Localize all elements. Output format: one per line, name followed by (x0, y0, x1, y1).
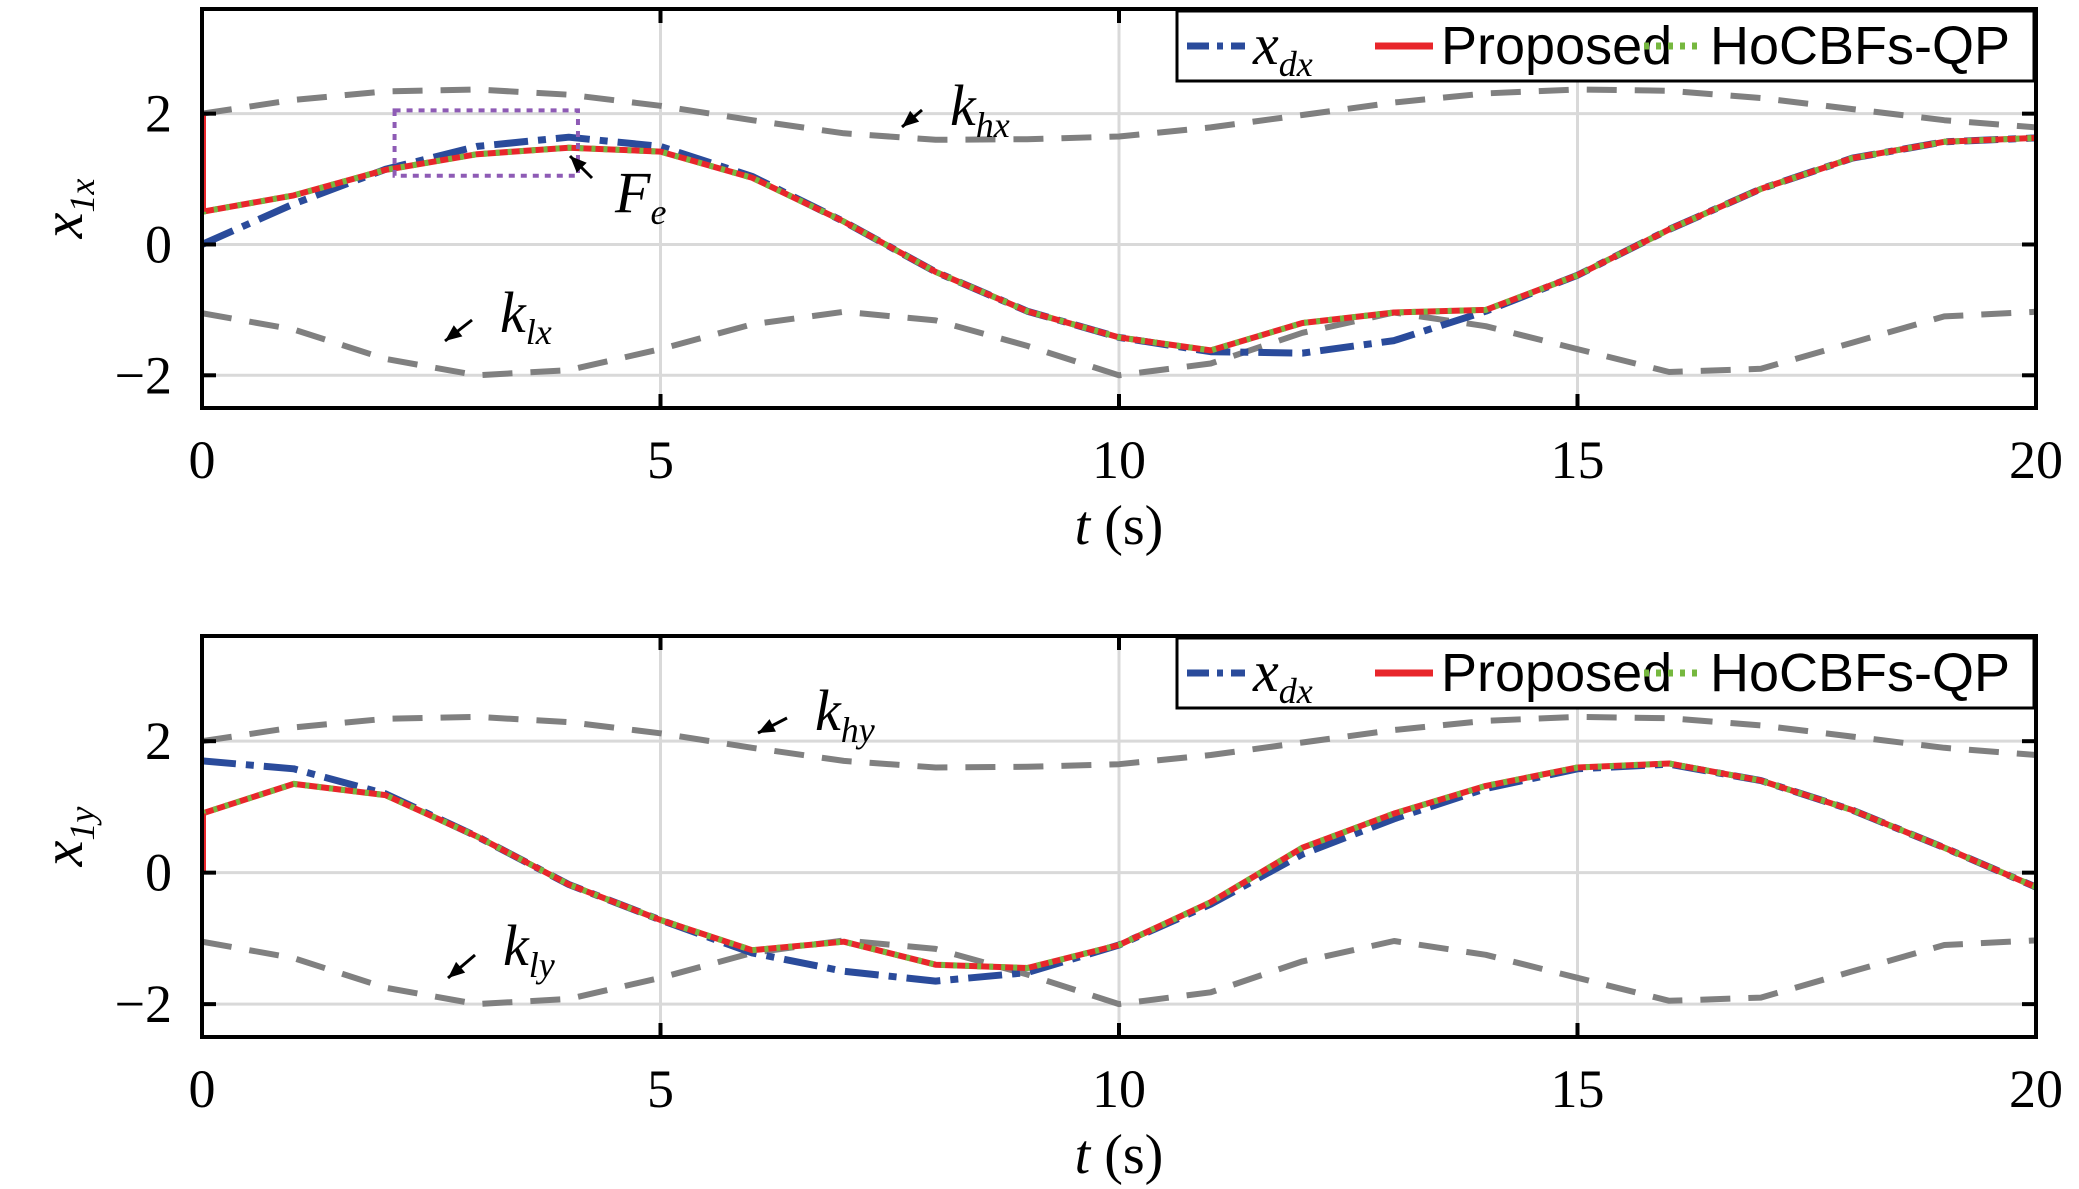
legend-label-2: Proposed (1441, 643, 1672, 703)
x-tick-label: 20 (2009, 430, 2063, 490)
annotation-arrowhead (445, 325, 463, 341)
x-tick-label: 10 (1092, 430, 1146, 490)
y-tick-label: 0 (145, 843, 172, 903)
series-kh-line (202, 86, 2036, 143)
annotation-Fe-sub: e (650, 192, 666, 232)
legend-box (1175, 9, 2036, 83)
y-tick-label: 2 (145, 711, 172, 771)
annotation-khy: khy (815, 678, 875, 750)
y-axis-label: x1y (30, 807, 102, 868)
annotation-kly: kly (503, 913, 555, 985)
x-tick-label: 15 (1551, 430, 1605, 490)
annotation-Fe-base: F (614, 160, 651, 225)
annotation-arrowhead (902, 110, 920, 127)
y-axis-label-group: x1y (30, 807, 102, 868)
legend-label-1-sub: dx (1279, 44, 1313, 84)
legend-label-1-base: x (1252, 12, 1279, 77)
legend-box (1175, 636, 2036, 710)
x-axis-label: t (s) (1075, 1124, 1164, 1186)
legend-label-1: xdx (1252, 639, 1313, 711)
y-axis-label: x1x (30, 179, 102, 240)
plot-series (202, 713, 2036, 1008)
x-axis-label-unit: (s) (1090, 1124, 1163, 1186)
x-tick-label: 0 (189, 430, 216, 490)
series-kl-line (202, 308, 2036, 379)
series-kh-line (202, 713, 2036, 771)
annotation-Fe: Fe (614, 160, 666, 232)
annotation-kly-base: k (503, 913, 530, 978)
legend-label-1: xdx (1252, 12, 1313, 84)
x-tick-label: 5 (647, 1059, 674, 1119)
annotation-kly-sub: ly (529, 945, 555, 985)
series-hocbf-line (202, 134, 2036, 354)
legend-label-3: HoCBFs-QP (1710, 643, 2010, 703)
y-tick-label: 2 (145, 84, 172, 144)
series-hocbf-line (202, 760, 2036, 971)
y-tick-label: −2 (115, 345, 172, 405)
x-tick-label: 0 (189, 1059, 216, 1119)
legend: xdx Proposed HoCBFs-QP (1175, 9, 2036, 84)
legend-label-2: Proposed (1441, 16, 1672, 76)
series-kl-line (202, 937, 2036, 1008)
y-axis-label-base: x (30, 840, 95, 867)
y-axis-label-sub: 1x (62, 179, 102, 213)
annotation-klx: klx (500, 280, 552, 352)
x-tick-label: 5 (647, 430, 674, 490)
x-tick-label: 20 (2009, 1059, 2063, 1119)
annotation-khx-sub: hx (976, 105, 1010, 145)
annotation-khx-base: k (950, 73, 977, 138)
legend-label-1-base: x (1252, 639, 1279, 704)
annotation-khx: khx (950, 73, 1010, 145)
annotation-klx-sub: lx (526, 312, 552, 352)
x-axis-label-unit: (s) (1090, 495, 1163, 557)
y-axis-label-group: x1x (30, 179, 102, 240)
annotation-arrowhead (448, 961, 466, 978)
x-axis-label: t (s) (1075, 495, 1164, 557)
x-axis-label-var: t (1075, 1124, 1092, 1186)
x-tick-label: 15 (1551, 1059, 1605, 1119)
zoom-box (392, 108, 580, 178)
y-tick-label: −2 (115, 974, 172, 1034)
annotation-arrowhead (570, 156, 587, 173)
legend: xdx Proposed HoCBFs-QP (1175, 636, 2036, 711)
annotation-arrowhead (758, 719, 776, 733)
y-axis-label-base: x (30, 212, 95, 239)
legend-label-1-sub: dx (1279, 671, 1313, 711)
annotation-khy-base: k (815, 678, 842, 743)
annotation-khy-sub: hy (841, 710, 875, 750)
x-axis-label-var: t (1075, 495, 1092, 557)
y-axis-label-sub: 1y (62, 807, 102, 841)
y-tick-label: 0 (145, 214, 172, 274)
annotation-klx-base: k (500, 280, 527, 345)
x-tick-label: 10 (1092, 1059, 1146, 1119)
legend-label-3: HoCBFs-QP (1710, 16, 2010, 76)
